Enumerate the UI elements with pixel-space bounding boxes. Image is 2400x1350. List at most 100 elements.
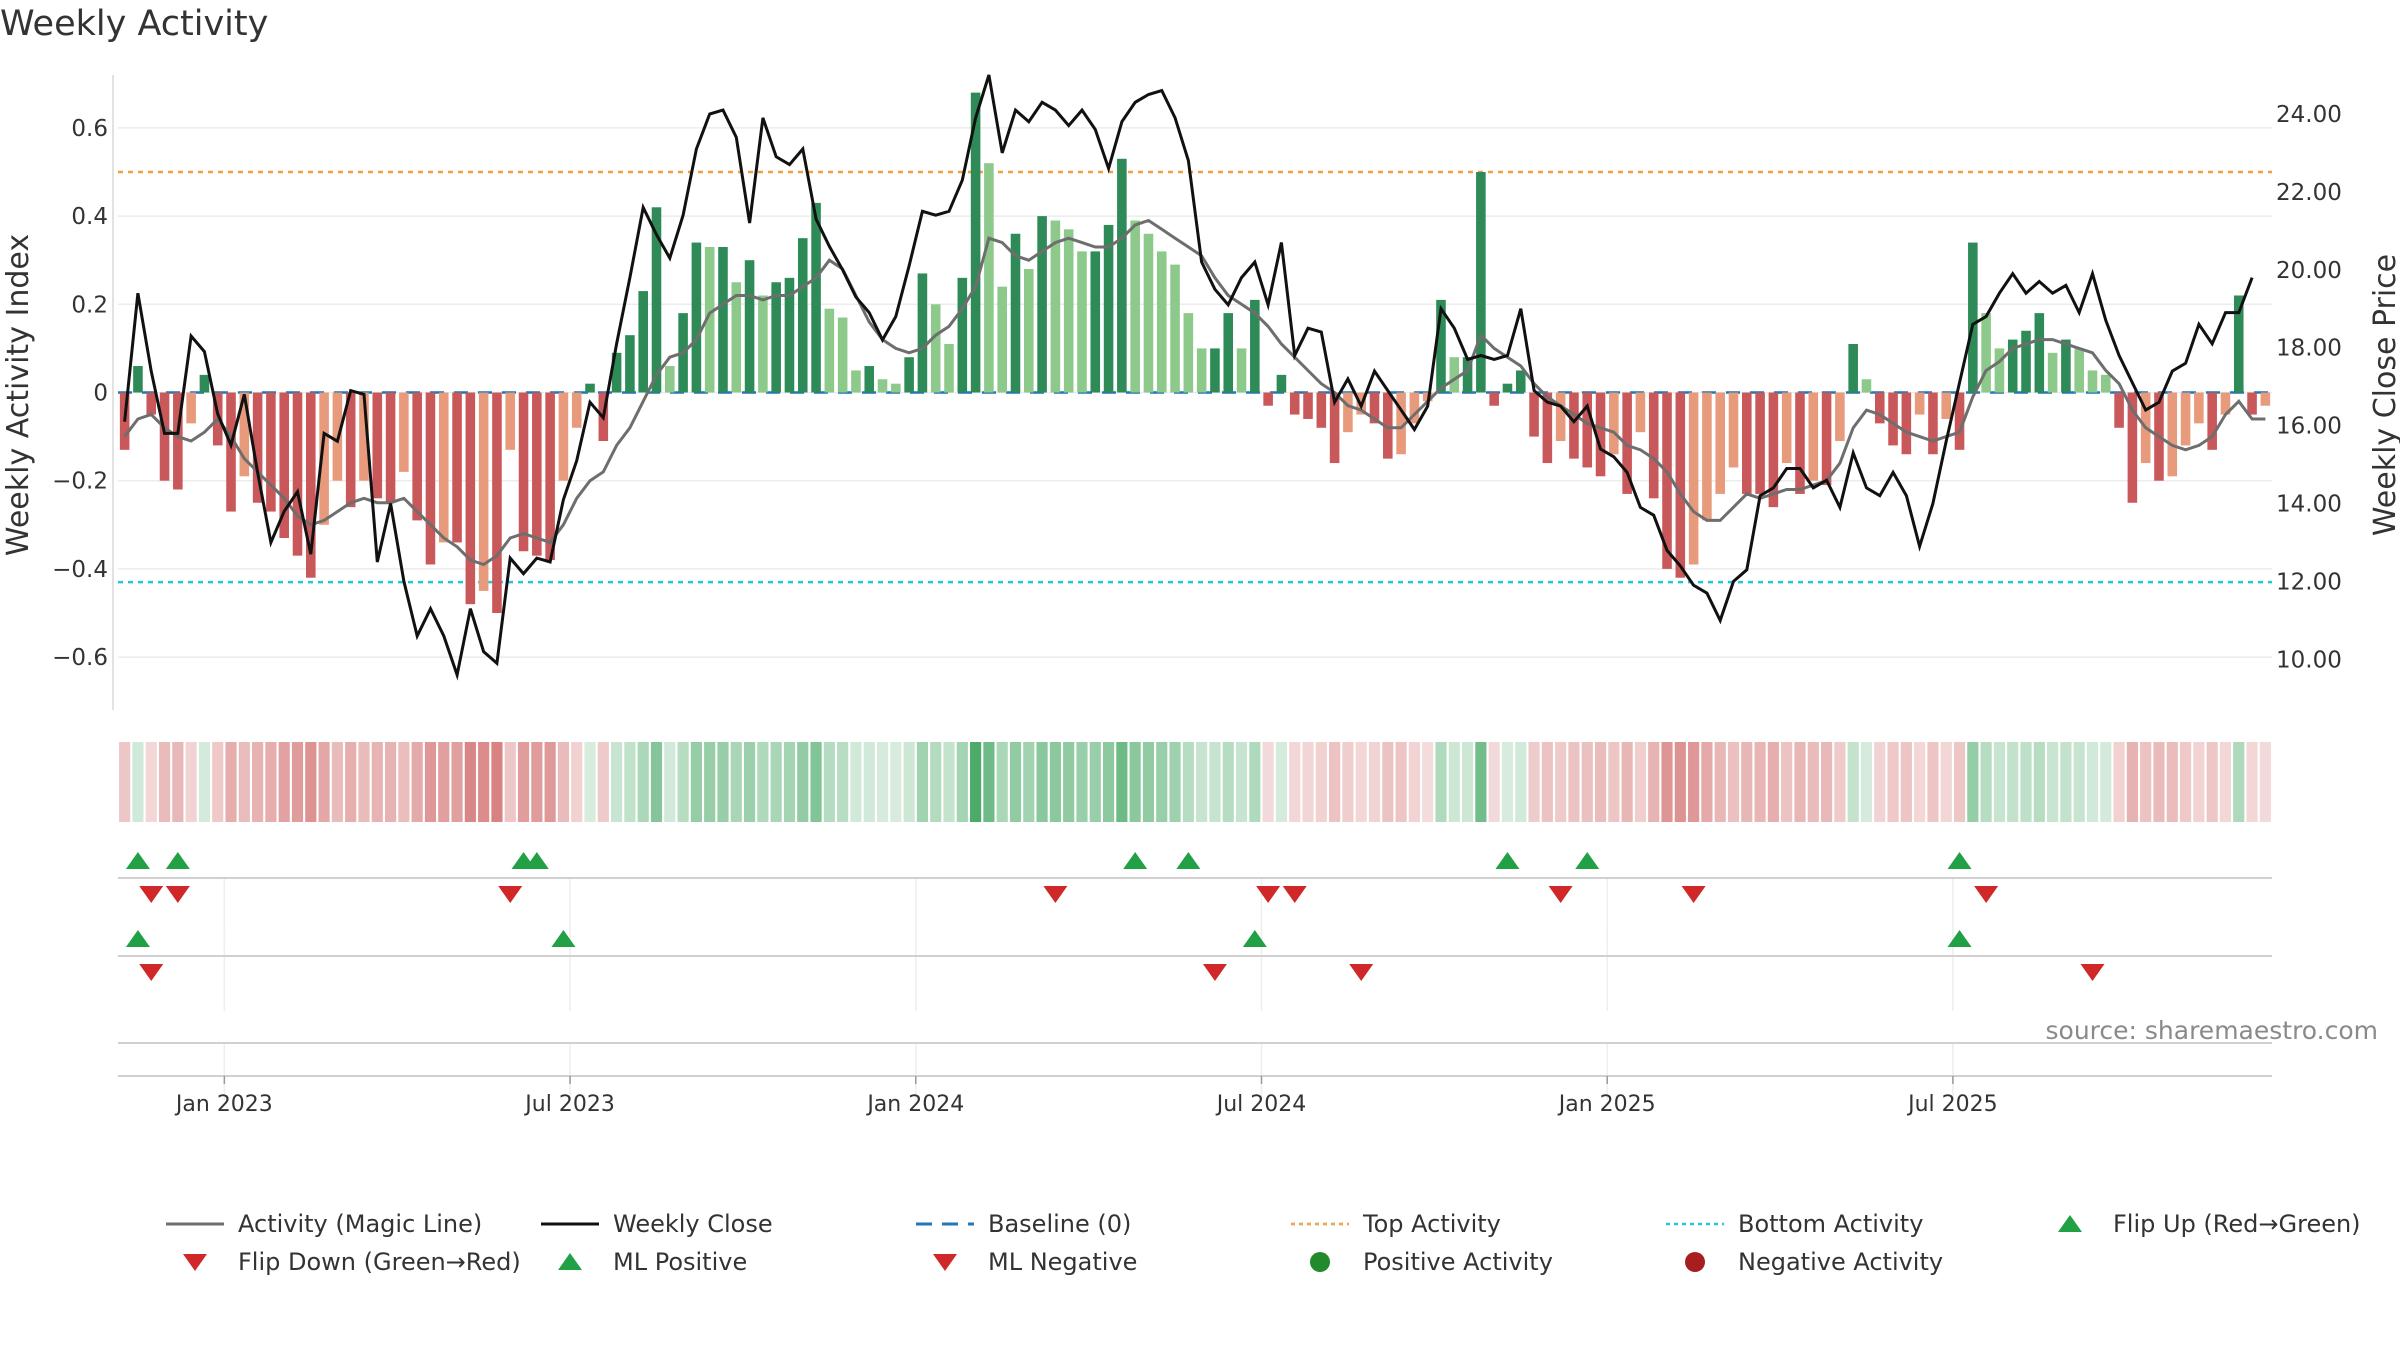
activity-bar <box>173 392 183 490</box>
activity-bar <box>2034 313 2045 393</box>
activity-strip-cell <box>2086 742 2099 822</box>
activity-strip-cell <box>1355 742 1367 822</box>
activity-bar <box>1821 392 1832 486</box>
activity-bar <box>1196 348 1207 393</box>
activity-strip-cell <box>1023 742 1035 822</box>
activity-bar <box>518 392 529 552</box>
x-tick-label: Jul 2025 <box>1906 1092 1998 1117</box>
activity-bar <box>146 392 157 415</box>
activity-bar <box>2101 374 2111 393</box>
activity-strip-cell <box>1727 742 1740 822</box>
activity-strip-cell <box>757 742 769 822</box>
activity-strip-cell <box>1914 742 1926 822</box>
activity-bar <box>1728 392 1739 468</box>
activity-strip-cell <box>1382 742 1394 822</box>
x-tick-label: Jan 2023 <box>174 1092 273 1117</box>
activity-strip-cell <box>1302 742 1314 822</box>
legend-label: ML Negative <box>988 1248 1138 1276</box>
activity-bar <box>824 308 835 393</box>
triangle-up-green-legend-symbol <box>558 1253 582 1270</box>
activity-strip-cell <box>1142 742 1155 822</box>
legend-label: Baseline (0) <box>988 1210 1132 1238</box>
activity-bar <box>2127 392 2138 503</box>
activity-strip-cell <box>1940 742 1952 822</box>
activity-bar <box>585 383 595 393</box>
activity-strip-cell <box>464 742 476 822</box>
activity-strip-cell <box>1501 742 1514 822</box>
activity-bar <box>784 277 795 393</box>
activity-strip-cell <box>172 742 184 822</box>
legend-item: Top Activity <box>1285 1205 1501 1243</box>
activity-strip-cell <box>1980 742 1992 822</box>
activity-bar <box>2114 392 2124 428</box>
axes: 0.6 0.4 0.2 0 −0.2 −0.4 −0.6 24.00 22.00 20.00 18.… <box>52 75 2342 1117</box>
activity-bar <box>465 392 476 605</box>
activity-bar <box>970 92 981 393</box>
activity-strip-cell <box>1834 742 1846 822</box>
activity-bar <box>1662 392 1672 569</box>
activity-strip-cell <box>398 742 410 822</box>
flip-up-marker <box>524 852 549 869</box>
activity-bar <box>2087 370 2098 393</box>
activity-strip-cell <box>650 742 663 822</box>
y-axis-left-label: Weekly Activity Index <box>1 234 36 556</box>
activity-bar <box>1901 392 1912 455</box>
source-label: source: sharemaestro.com <box>2046 1016 2379 1045</box>
activity-strip-cell <box>1555 742 1567 822</box>
activity-strip-cell <box>198 742 211 822</box>
activity-bar <box>1476 172 1486 393</box>
activity-strip-cell <box>2166 742 2178 822</box>
activity-bar <box>1835 392 1845 442</box>
flip-up-marker <box>1947 852 1972 869</box>
activity-bar <box>2207 392 2217 450</box>
activity-bar <box>306 392 316 578</box>
flip-up-marker <box>1495 852 1520 869</box>
activity-bar <box>239 392 250 477</box>
y-left-tick-label: 0 <box>93 381 108 407</box>
legend-item: Bottom Activity <box>1660 1205 1923 1243</box>
activity-bar <box>558 392 569 481</box>
activity-strip-cell <box>1209 742 1221 822</box>
series-lines <box>123 74 2266 681</box>
activity-bar <box>505 392 516 450</box>
activity-bar <box>944 343 954 393</box>
activity-strip-cell <box>1076 742 1088 822</box>
activity-strip-cell <box>438 742 450 822</box>
activity-strip-cell <box>1568 742 1580 822</box>
activity-strip-cell <box>770 742 782 822</box>
activity-strip-cell <box>797 742 809 822</box>
activity-bar <box>1396 392 1406 455</box>
activity-bar <box>1130 220 1140 393</box>
activity-bar <box>930 304 941 393</box>
activity-bar <box>997 286 1007 393</box>
legend-label: Top Activity <box>1363 1210 1501 1238</box>
activity-bar <box>532 392 542 556</box>
triangle-up-green-legend-symbol <box>2058 1215 2082 1232</box>
activity-strip-cell <box>1408 742 1420 822</box>
activity-bar <box>864 366 875 393</box>
activity-bar <box>399 392 409 472</box>
activity-bar <box>984 163 994 393</box>
activity-strip-cell <box>1515 742 1527 822</box>
activity-strip-cell <box>783 742 796 822</box>
activity-bar <box>891 383 901 393</box>
ml-negative-marker <box>1202 964 1227 981</box>
activity-strip-cell <box>2060 742 2072 822</box>
activity-bar <box>811 202 821 393</box>
activity-strip-cell <box>916 742 929 822</box>
triangle-down-red-legend-symbol <box>933 1254 957 1271</box>
activity-bar <box>2167 392 2178 477</box>
activity-bar <box>744 260 755 393</box>
activity-bar <box>372 392 383 499</box>
activity-strip-cell <box>1063 742 1075 822</box>
activity-bar <box>438 392 449 543</box>
activity-bar <box>2194 392 2204 424</box>
activity-strip-cell <box>903 742 915 822</box>
flip-down-marker <box>1256 886 1281 903</box>
activity-strip-cell <box>2007 742 2019 822</box>
y-right-tick-label: 14.00 <box>2276 492 2342 518</box>
activity-strip-cell <box>1196 742 1208 822</box>
legend-item: Flip Down (Green→Red) <box>160 1243 521 1281</box>
activity-strip-cell <box>996 742 1008 822</box>
